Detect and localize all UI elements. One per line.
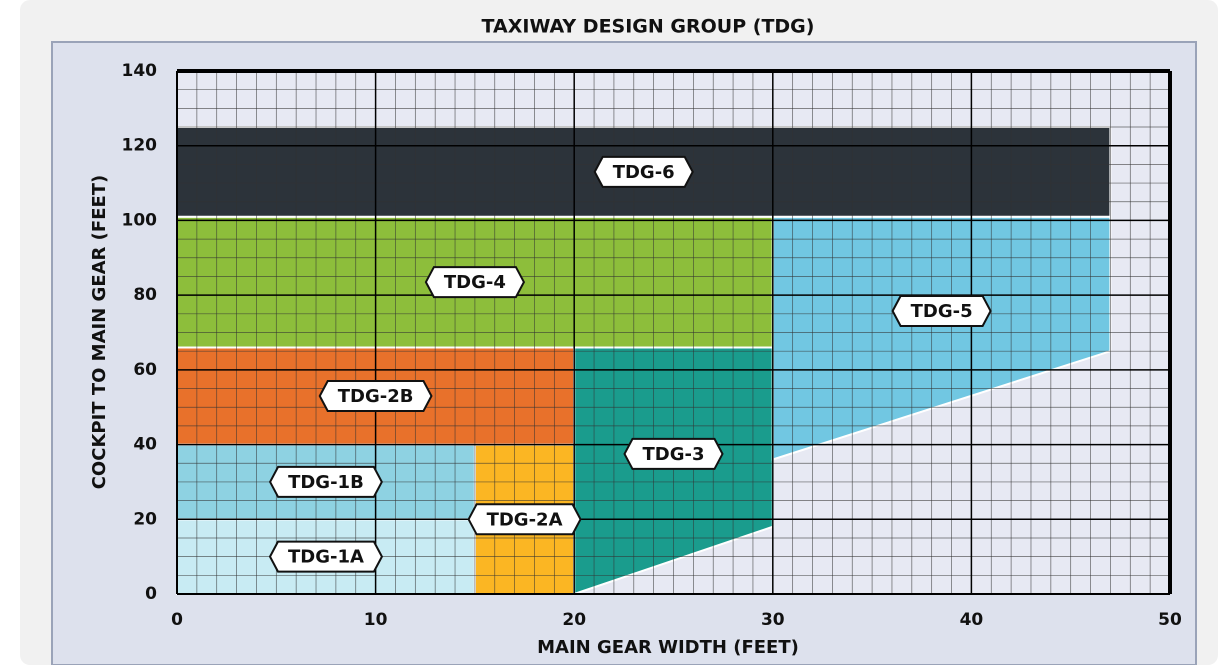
region-label: TDG-2A <box>487 509 563 530</box>
y-tick-label: 140 <box>122 61 158 81</box>
label-badge <box>623 437 724 470</box>
x-tick-label: 20 <box>562 610 586 630</box>
region-label: TDG-1B <box>288 472 364 493</box>
y-tick-label: 40 <box>133 435 157 455</box>
region-label: TDG-1A <box>288 547 364 568</box>
label-badge <box>593 155 694 188</box>
x-axis-label: MAIN GEAR WIDTH (FEET) <box>537 637 799 658</box>
y-tick-label: 20 <box>133 509 157 529</box>
y-tick-label: 100 <box>122 210 158 230</box>
region-label: TDG-4 <box>444 272 506 293</box>
y-tick-label: 60 <box>133 360 157 380</box>
label-badge <box>318 380 433 413</box>
region-label: TDG-6 <box>613 162 675 183</box>
x-tick-label: 0 <box>171 610 183 630</box>
label-badge <box>424 266 526 299</box>
label-badge <box>891 295 992 328</box>
y-axis-label: COCKPIT TO MAIN GEAR (FEET) <box>89 175 110 490</box>
x-tick-label: 10 <box>364 610 388 630</box>
y-tick-label: 120 <box>122 136 158 156</box>
region-label: TDG-5 <box>911 301 973 322</box>
chart-title: TAXIWAY DESIGN GROUP (TDG) <box>482 16 815 38</box>
x-tick-label: 40 <box>960 610 984 630</box>
y-tick-label: 80 <box>133 285 157 305</box>
x-tick-label: 50 <box>1158 610 1182 630</box>
label-badge <box>467 503 582 536</box>
x-tick-label: 30 <box>761 610 785 630</box>
region-label: TDG-3 <box>643 444 705 465</box>
label-badge <box>268 465 383 498</box>
label-badge <box>268 540 384 573</box>
y-tick-label: 0 <box>145 584 157 604</box>
region-label: TDG-2B <box>338 386 414 407</box>
